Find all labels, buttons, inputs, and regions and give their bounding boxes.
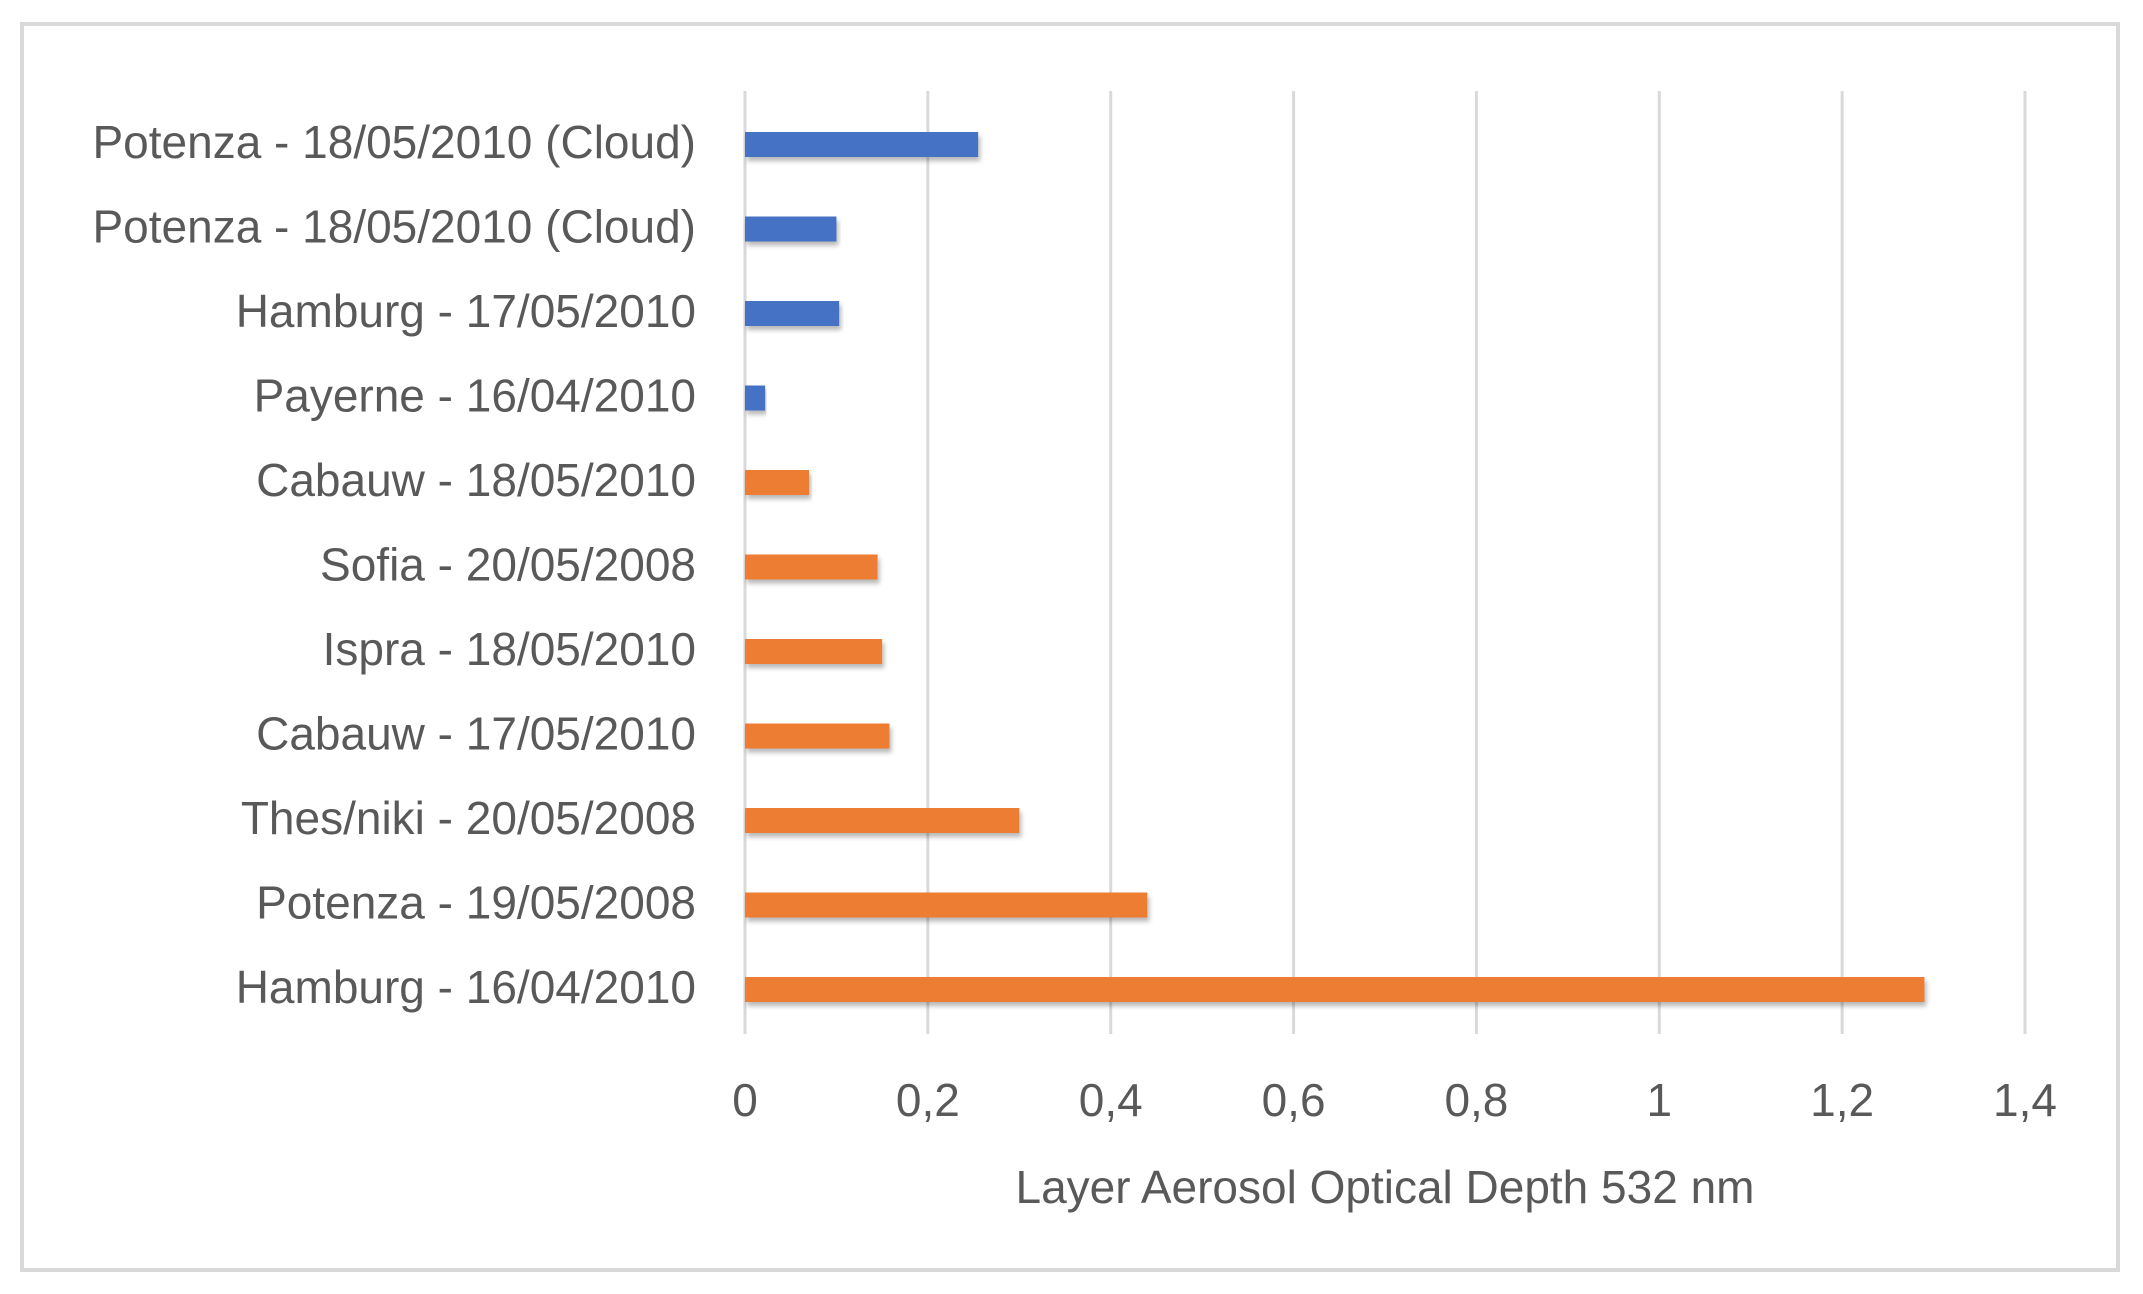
x-tick-label: 0,8 (1444, 1074, 1508, 1126)
bar-orange (745, 554, 878, 580)
gridlines (743, 91, 2027, 1034)
bar-orange (745, 639, 883, 664)
bars (745, 132, 1925, 1002)
category-label: Ispra - 18/05/2010 (323, 623, 696, 675)
category-label: Potenza - 18/05/2010 (Cloud) (92, 116, 696, 168)
bar-blue (745, 132, 979, 157)
x-tick-label: 1 (1646, 1074, 1672, 1126)
bar-orange (745, 723, 890, 749)
category-label: Sofia - 20/05/2008 (320, 539, 696, 591)
category-label: Payerne - 16/04/2010 (254, 370, 696, 422)
chart-frame: Potenza - 18/05/2010 (Cloud) Potenza - 18… (20, 22, 2120, 1272)
bar-blue (745, 385, 766, 411)
bar-orange (745, 977, 1925, 1002)
category-label: Hamburg - 17/05/2010 (236, 285, 696, 337)
category-labels: Potenza - 18/05/2010 (Cloud) Potenza - 18… (92, 116, 696, 1013)
x-axis-title: Layer Aerosol Optical Depth 532 nm (1016, 1161, 1755, 1213)
x-tick-label: 1,2 (1810, 1074, 1874, 1126)
category-label: Cabauw - 17/05/2010 (256, 708, 696, 760)
category-label: Cabauw - 18/05/2010 (256, 454, 696, 506)
category-label: Potenza - 18/05/2010 (Cloud) (92, 201, 696, 253)
bar-orange (745, 808, 1020, 833)
x-tick-label: 1,4 (1993, 1074, 2057, 1126)
bar-chart: Potenza - 18/05/2010 (Cloud) Potenza - 18… (92, 91, 2057, 1213)
x-tick-label: 0 (732, 1074, 758, 1126)
x-tick-label: 0,4 (1079, 1074, 1143, 1126)
x-tick-labels: 0 0,2 0,4 0,6 0,8 1 1,2 1,4 (732, 1074, 2057, 1126)
x-tick-label: 0,2 (896, 1074, 960, 1126)
x-tick-label: 0,6 (1262, 1074, 1326, 1126)
bar-blue (745, 301, 840, 326)
category-label: Thes/niki - 20/05/2008 (241, 792, 696, 844)
bar-blue (745, 216, 837, 242)
bar-orange (745, 892, 1148, 918)
bar-orange (745, 470, 809, 495)
category-label: Potenza - 19/05/2008 (256, 877, 696, 929)
category-label: Hamburg - 16/04/2010 (236, 961, 696, 1013)
